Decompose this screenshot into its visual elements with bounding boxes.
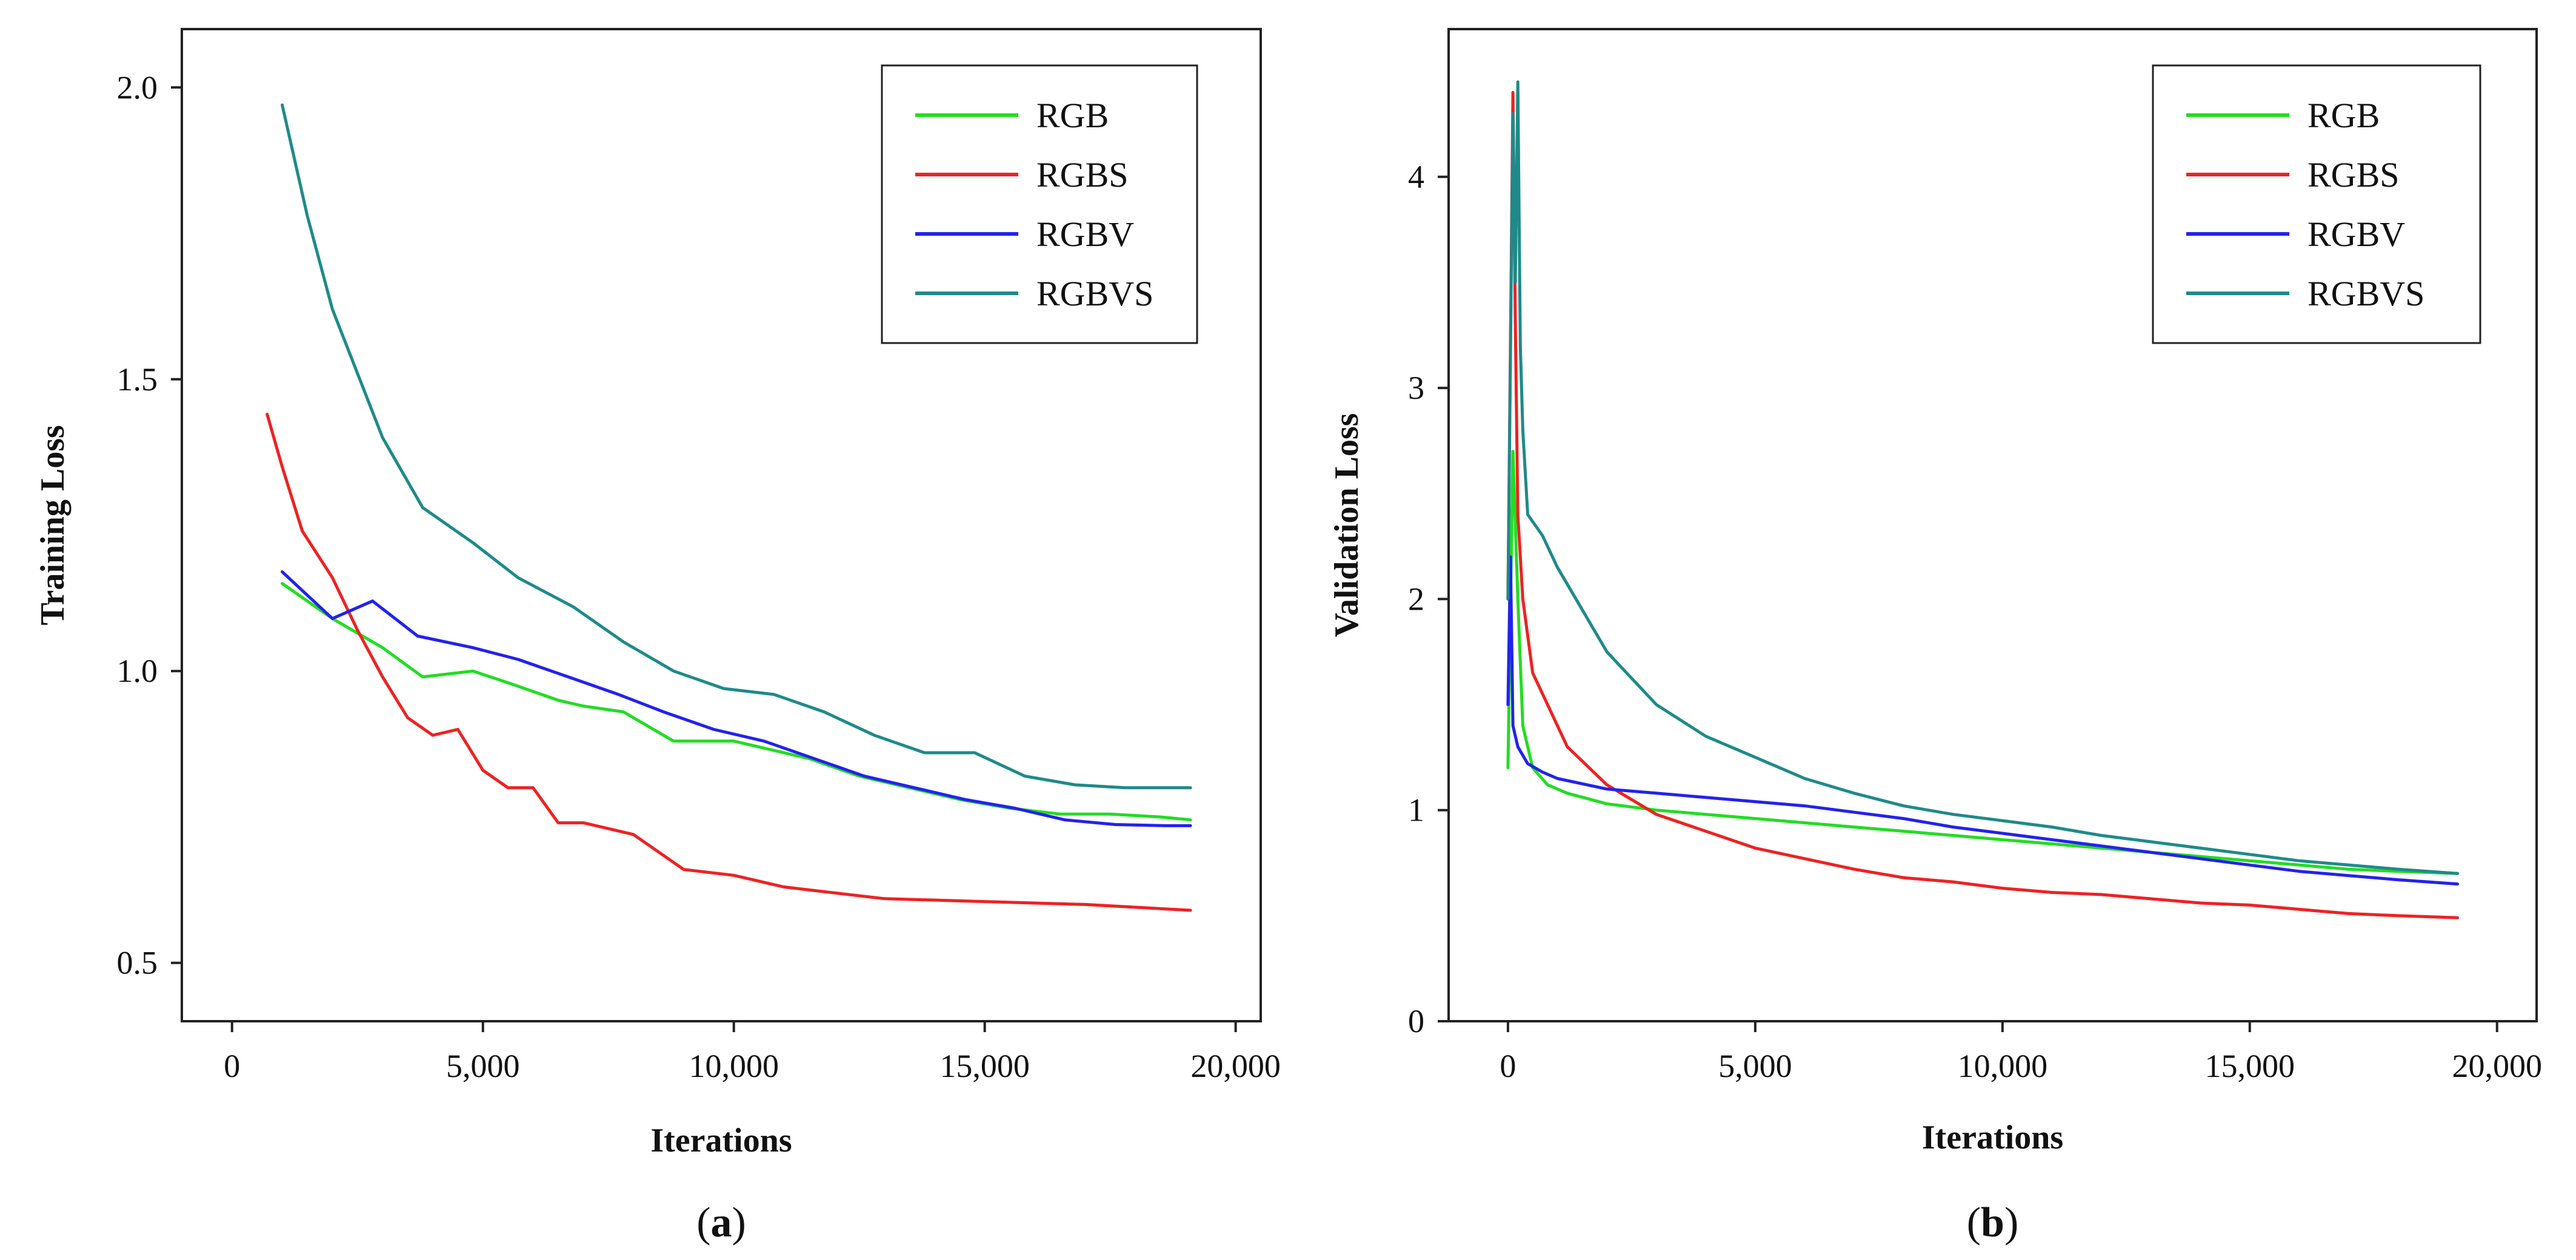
legend-label-rgbv: RGBV <box>1036 215 1134 254</box>
series-line-rgbv <box>1506 555 2459 886</box>
x-tick-label: 10,000 <box>689 1048 779 1084</box>
panel-caption: (a) <box>696 1199 746 1246</box>
y-axis-label: Training Loss <box>34 425 72 625</box>
legend-label-rgbs: RGBS <box>2307 155 2400 195</box>
y-tick-label: 1.5 <box>117 361 158 398</box>
legend-label-rgbvs: RGBVS <box>2307 274 2424 313</box>
series-line-rgbs <box>265 413 1192 912</box>
x-tick-label: 20,000 <box>2452 1048 2542 1084</box>
x-tick-label: 5,000 <box>446 1048 520 1084</box>
x-tick-label: 15,000 <box>939 1048 1030 1084</box>
y-tick-label: 1 <box>1408 792 1424 828</box>
series-line-rgbvs <box>1506 80 2459 875</box>
legend-label-rgb: RGB <box>1036 96 1109 135</box>
y-tick-label: 2 <box>1408 581 1424 617</box>
series-line-rgb <box>281 582 1192 822</box>
y-tick-label: 2.0 <box>117 69 158 105</box>
x-tick-label: 10,000 <box>1958 1048 2048 1084</box>
legend-box <box>2152 64 2481 344</box>
series-line-rgbs <box>1506 91 2459 919</box>
panel-caption: (b) <box>1967 1199 2019 1246</box>
series-line-rgbvs <box>281 103 1192 790</box>
chart-panel-a: 0 5,000 10,000 15,000 20,000 0.5 1.0 1.5 2.0 Iter… <box>34 28 1281 1246</box>
chart-panel-b: 0 5,000 10,000 15,000 20,000 0 1 2 3 4 Iterations V… <box>1328 28 2542 1246</box>
legend-label-rgbv: RGBV <box>2307 215 2405 254</box>
y-axis-label: Validation Loss <box>1328 413 1366 638</box>
x-axis-label: Iterations <box>1922 1119 2063 1156</box>
x-axis-label: Iterations <box>650 1122 792 1159</box>
series-line-rgbv <box>281 570 1192 827</box>
plot-frame <box>1447 28 2538 1022</box>
y-tick-label: 3 <box>1408 370 1424 406</box>
legend-label-rgb: RGB <box>2307 96 2380 135</box>
legend-box <box>881 64 1198 344</box>
y-tick-label: 4 <box>1408 159 1424 195</box>
x-tick-label: 0 <box>224 1048 240 1084</box>
legend-label-rgbvs: RGBVS <box>1036 274 1153 313</box>
x-tick-label: 15,000 <box>2205 1048 2295 1084</box>
x-tick-label: 20,000 <box>1190 1048 1281 1084</box>
plot-frame <box>181 28 1262 1022</box>
y-tick-label: 0 <box>1408 1003 1424 1039</box>
y-tick-label: 1.0 <box>117 653 158 689</box>
x-tick-label: 0 <box>1500 1048 1516 1084</box>
x-tick-label: 5,000 <box>1718 1048 1792 1084</box>
legend-label-rgbs: RGBS <box>1036 155 1129 195</box>
y-tick-label: 0.5 <box>117 945 158 981</box>
